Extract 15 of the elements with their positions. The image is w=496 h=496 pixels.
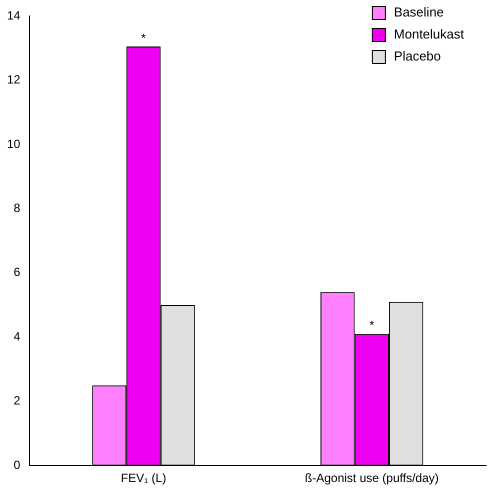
- annotation: *: [141, 30, 146, 45]
- y-tick-label: 0: [14, 458, 21, 472]
- annotation: *: [370, 318, 374, 332]
- x-tick-label: FEV₁ (L): [120, 471, 166, 486]
- legend-label: Montelukast: [394, 26, 464, 42]
- y-tick-label: 2: [14, 394, 21, 408]
- y-tick-label: 4: [14, 329, 21, 344]
- y-tick-label: 14: [6, 8, 21, 22]
- y-tick-label: 6: [14, 265, 21, 280]
- x-tick-label: ß-Agonist use (puffs/day): [304, 471, 439, 486]
- legend-label: Placebo: [394, 48, 441, 64]
- y-tick-label: 10: [6, 136, 21, 151]
- legend-label: Baseline: [394, 4, 444, 20]
- y-tick-label: 8: [14, 201, 21, 215]
- y-tick-label: 12: [6, 72, 21, 87]
